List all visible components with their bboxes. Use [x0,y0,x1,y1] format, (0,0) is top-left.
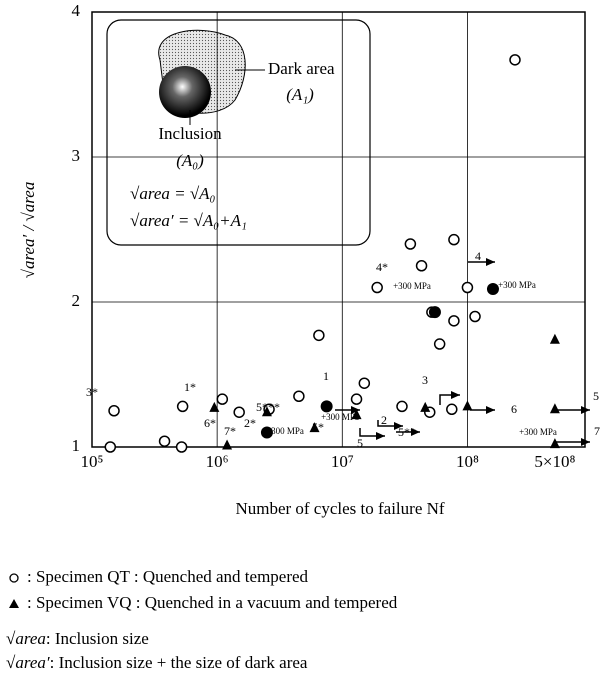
point [109,406,119,416]
point [294,391,304,401]
x-tick-label: 5×10⁸ [534,452,575,471]
annotation: 1 [323,369,329,383]
annotation: 6* [204,416,216,430]
point [178,401,188,411]
annotation: 2* [244,416,256,430]
definition-term: √area [6,629,46,648]
point [470,312,480,322]
y-tick-label: 3 [72,146,81,165]
annotation: +300 MPa [519,427,557,437]
point [429,306,441,318]
point [372,283,382,293]
point [234,407,244,417]
x-axis-title: Number of cycles to failure Nf [235,499,444,518]
annotation: +300 MPa [498,280,536,290]
definition-text: : Inclusion size + the size of dark area [50,653,308,672]
chart: Dark area (A₁) Inclusion (A₀) √area = √A… [0,0,607,675]
inset-label: (A₁) [286,85,314,104]
legend-text: : Specimen VQ : Quenched in a vacuum and… [27,593,398,612]
annotation: 3* [86,385,98,399]
point [447,404,457,414]
point [314,330,324,340]
point [209,402,219,412]
inset-label: Inclusion [158,124,222,143]
annotation: 5 [357,436,363,450]
arrow-head [486,406,495,414]
definition-text: : Inclusion size [46,629,149,648]
arrow-head [451,391,460,399]
point [321,400,333,412]
point [550,438,560,448]
y-tick-label: 4 [72,1,81,20]
annotation: 1* [184,380,196,394]
annotation: 7* [224,424,236,438]
annotation: 5** [398,425,416,439]
point [397,401,407,411]
inset-label: Dark area [268,59,335,78]
x-tick-label: 10⁷ [331,452,354,471]
annotation: 7 [594,424,600,438]
definition-term: √area′ [6,653,50,672]
point [449,235,459,245]
page: Dark area (A₁) Inclusion (A₀) √area = √A… [0,0,607,675]
formula: √area = √A₀ [130,184,216,203]
point [510,55,520,65]
y-tick-label: 1 [72,436,81,455]
annotation: 4* [376,260,388,274]
y-axis-title: √area′ / √area [19,182,38,279]
point [462,283,472,293]
formula: √area′ = √A₀+A₁ [130,211,247,230]
legend-symbol [9,599,19,608]
annotation: 3 [422,373,428,387]
point [352,394,362,404]
inset-label: (A₀) [176,151,204,170]
point [449,316,459,326]
legend-symbol [10,574,18,582]
arrow [440,395,460,405]
point [105,442,115,452]
point [462,400,472,410]
inclusion [159,66,211,118]
annotation: +300 MPa [266,426,304,436]
point [177,442,187,452]
annotation: 5 [593,389,599,403]
point [405,239,415,249]
point [160,436,170,446]
arrow-head [486,258,495,266]
point [217,394,227,404]
annotation: 6 [511,402,517,416]
annotation: 4 [475,249,481,263]
x-tick-label: 10⁸ [456,452,479,471]
point [550,334,560,344]
legend-text: : Specimen QT : Quenched and tempered [27,567,309,586]
point [359,378,369,388]
inset: Dark area (A₁) Inclusion (A₀) √area = √A… [107,20,370,245]
annotation: +300 MPa [393,281,431,291]
x-tick-label: 10⁶ [206,452,229,471]
point [222,440,232,450]
y-tick-label: 2 [72,291,81,310]
arrow-head [376,432,385,440]
point [435,339,445,349]
annotation: 2 [381,413,387,427]
point [417,261,427,271]
annotation: +300 MPa [321,412,359,422]
point [550,403,560,413]
annotation: 5*** [256,400,280,414]
x-tick-label: 10⁵ [81,452,104,471]
